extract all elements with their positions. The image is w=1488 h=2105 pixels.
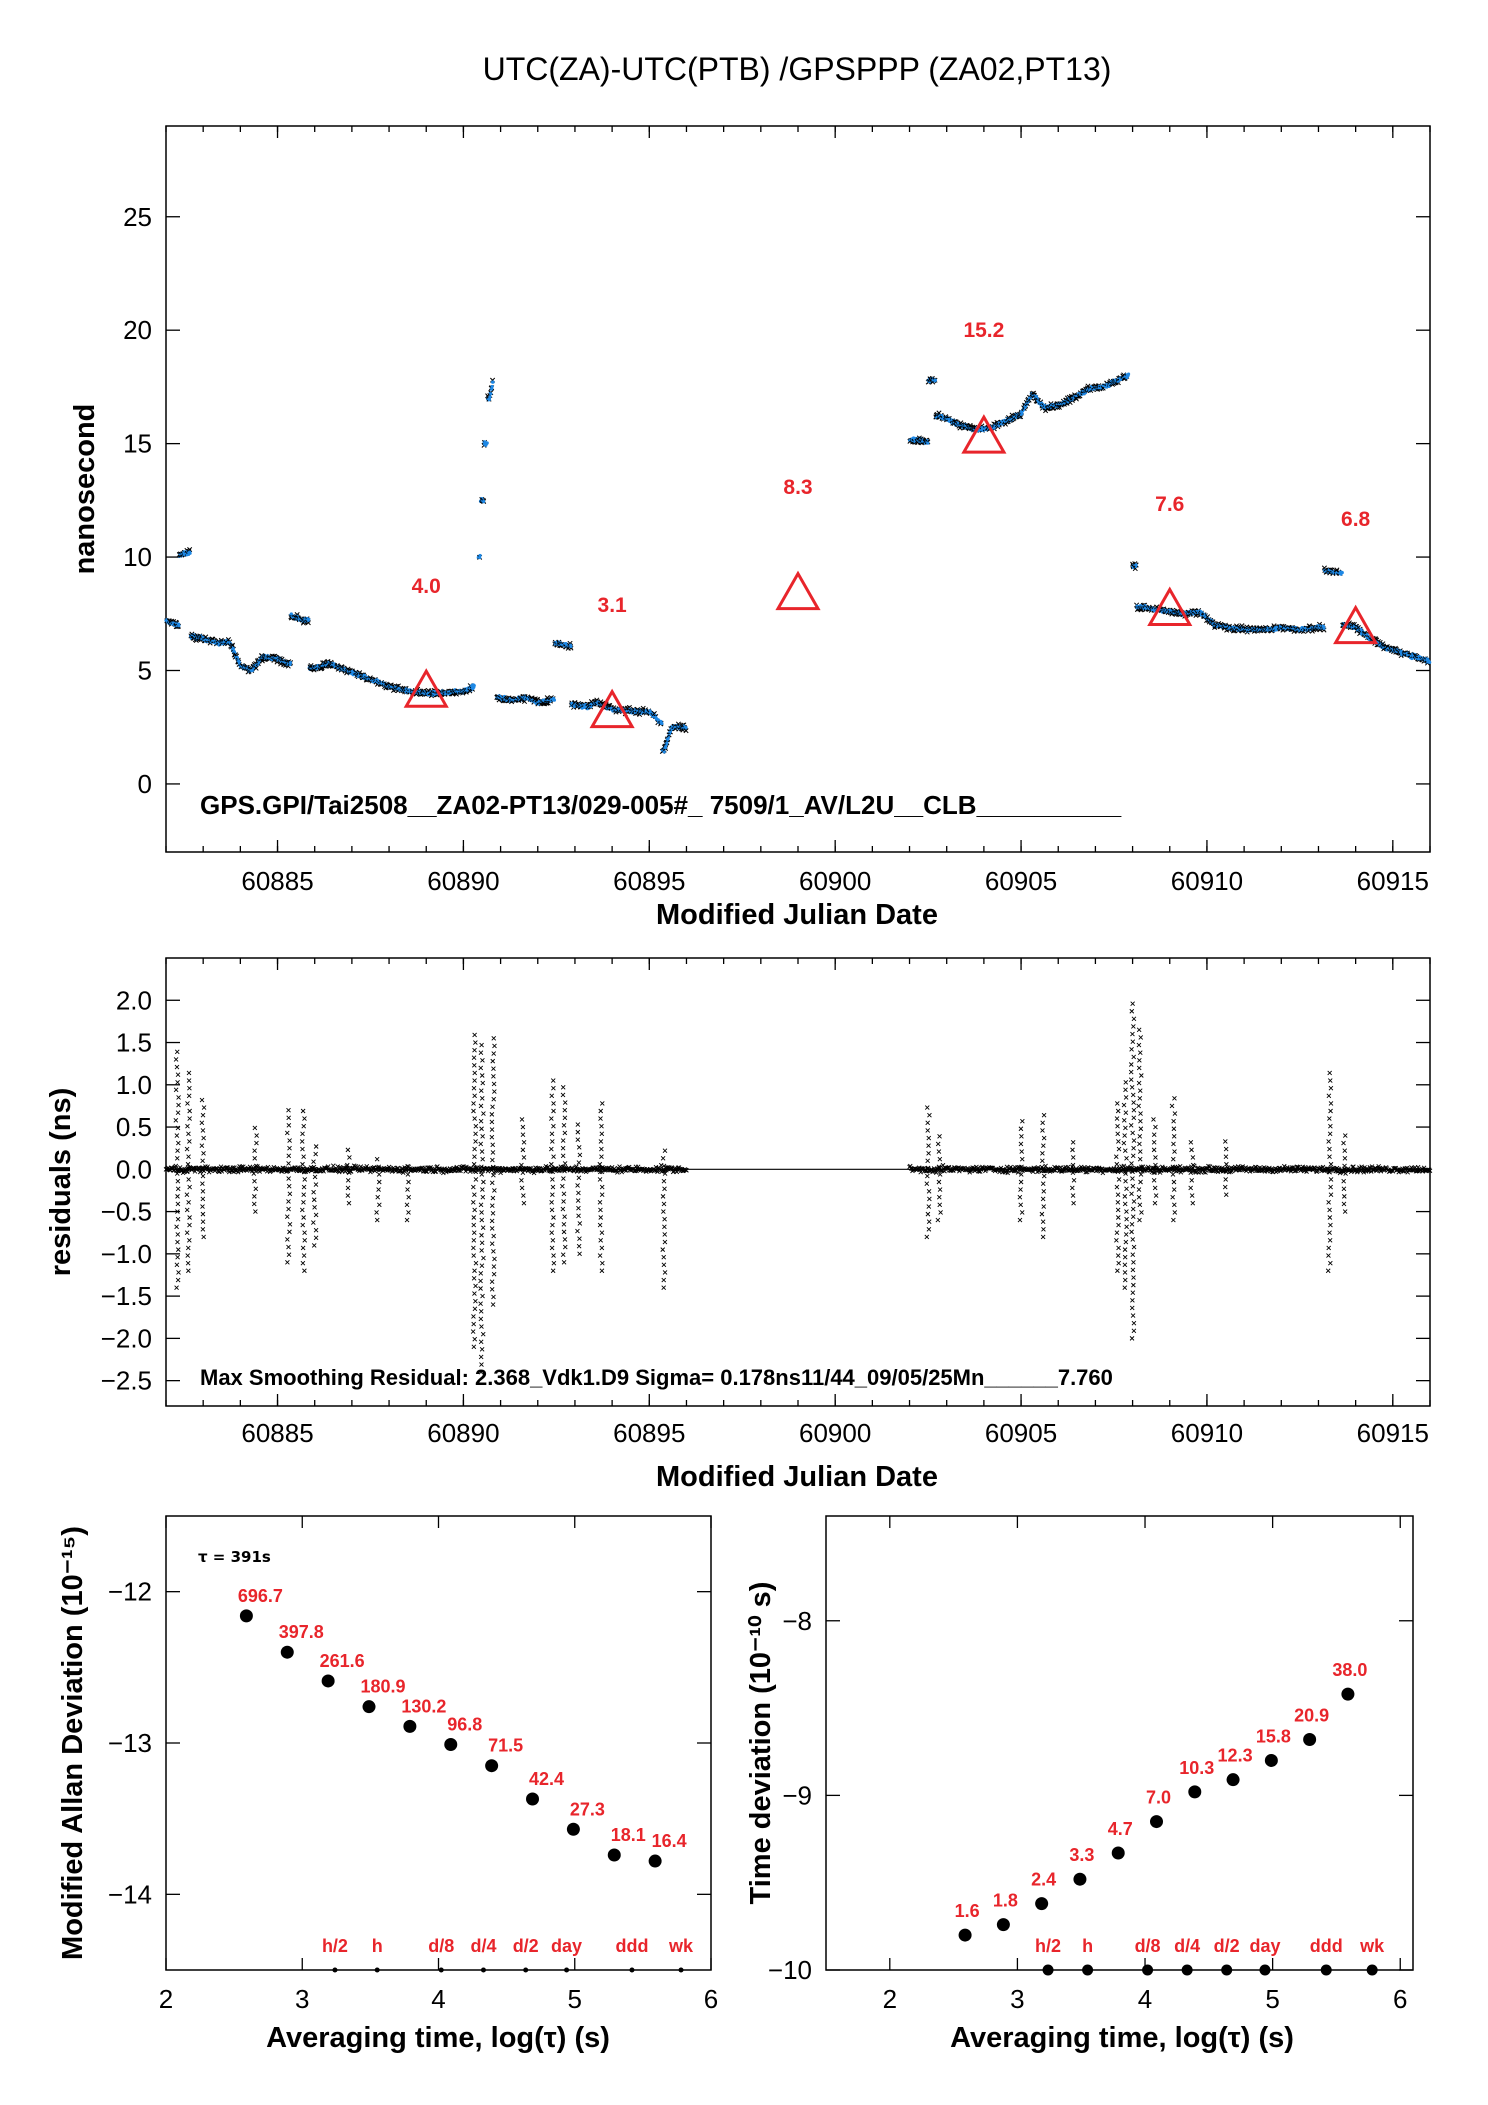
raw-point	[229, 642, 236, 648]
smoothed-point	[1322, 626, 1326, 631]
smoothed-point	[552, 698, 557, 702]
raw-point	[187, 547, 193, 553]
average-triangle	[775, 570, 821, 611]
smoothed-point	[933, 378, 938, 382]
x-axis-label: Modified Julian Date	[656, 899, 938, 931]
x-tick-label: 60900	[799, 866, 871, 896]
residuals-series	[163, 1001, 1433, 1375]
average-value-label: 8.3	[783, 476, 812, 499]
average-value-label: 4.0	[412, 575, 441, 598]
y-axis-ticks: 0 5 10 15 20 25	[123, 202, 1430, 799]
x-axis-ticks: 60885 60890 60895 60900 60905 60910 60915	[165, 126, 1431, 896]
y-tick-label: 20	[123, 315, 152, 345]
plot-frame	[165, 957, 1431, 1407]
smoothed-point	[1428, 660, 1432, 664]
y-tick-label: 1.5	[116, 1028, 152, 1058]
raw-point	[305, 620, 311, 626]
average-value-label: 6.8	[1341, 508, 1371, 531]
smoothed-point	[489, 392, 493, 396]
y-tick-label: −1.0	[101, 1239, 152, 1269]
smoothed-point	[491, 380, 495, 384]
x-tick-label: 60885	[241, 1418, 313, 1448]
smoothed-point	[1126, 372, 1131, 376]
x-tick-label: 60905	[985, 1418, 1057, 1448]
smoothed-point	[1020, 411, 1024, 416]
smoothed-point	[665, 741, 669, 745]
smoothed-point	[307, 617, 311, 621]
smoothed-point	[231, 647, 235, 651]
average-triangle	[1147, 586, 1193, 627]
x-tick-label: 60900	[799, 1418, 871, 1448]
smoothed-point	[684, 725, 688, 730]
average-value-label: 15.2	[963, 319, 1004, 342]
data-source-annotation: GPS.GPI/Tai2508__ZA02-PT13/029-005#_ 750…	[200, 790, 1122, 820]
smoothed-point	[490, 384, 494, 389]
y-tick-label: 0.0	[116, 1154, 152, 1184]
x-tick-label: 60915	[1357, 1418, 1429, 1448]
x-tick-label: 60895	[613, 866, 685, 896]
residual-point	[658, 1162, 664, 1168]
y-tick-label: −2.5	[101, 1366, 152, 1396]
y-tick-label: 1.0	[116, 1070, 152, 1100]
y-tick-label: 2.0	[116, 985, 152, 1015]
smoothed-point	[188, 551, 192, 555]
y-axis-ticks: 2.0 1.5 1.0 0.5 0.0 −0.5 −1.0 −1.5 −2.0 −2.5	[101, 985, 1430, 1396]
smoothed-point	[485, 441, 489, 445]
y-tick-label: 0.5	[116, 1112, 152, 1142]
smoothed-point	[478, 553, 482, 558]
smoothed-point	[663, 745, 668, 750]
y-tick-label: 0	[138, 769, 152, 799]
smoothed-point	[662, 750, 666, 754]
x-tick-label: 60915	[1357, 866, 1429, 896]
x-tick-label: 60890	[427, 1418, 499, 1448]
y-tick-label: 10	[123, 542, 152, 572]
y-tick-label: −2.0	[101, 1323, 152, 1353]
y-tick-label: −0.5	[101, 1197, 152, 1227]
y-axis-label: nanosecond	[69, 404, 101, 575]
smoothed-point	[926, 441, 930, 445]
smoothed-point	[482, 499, 486, 504]
average-value-label: 7.6	[1155, 493, 1184, 516]
x-tick-label: 60910	[1171, 1418, 1243, 1448]
raw-point	[253, 665, 259, 671]
y-tick-label: −1.5	[101, 1281, 152, 1311]
smoothed-point	[502, 694, 507, 699]
residuals-panel: 60885 60890 60895 60900 60905 60910 60915 2.0 1…	[45, 957, 1433, 1493]
residual-point	[330, 1163, 336, 1169]
smoothed-point	[487, 397, 492, 402]
x-tick-label: 60905	[985, 866, 1057, 896]
smoothed-point	[288, 661, 293, 665]
smoothed-point	[569, 644, 573, 649]
smoothed-point	[177, 623, 181, 628]
x-tick-label: 60890	[427, 866, 499, 896]
time-difference-series	[164, 372, 1432, 754]
triangle-markers: 4.0 3.1 8.3 15.2 7.6 6.8	[403, 319, 1379, 729]
time-difference-panel: 60885 60890 60895 60900 60905 60910 60915 0 5 10…	[69, 125, 1432, 931]
smoothed-point	[488, 395, 492, 399]
y-tick-label: 25	[123, 202, 152, 232]
smoothed-point	[1134, 563, 1138, 567]
average-value-label: 3.1	[598, 594, 628, 617]
y-tick-label: 5	[138, 656, 152, 686]
x-tick-label: 60885	[241, 866, 313, 896]
x-tick-label: 60895	[613, 1418, 685, 1448]
y-tick-label: 15	[123, 429, 152, 459]
smoothed-point	[1340, 571, 1344, 575]
chart-title: UTC(ZA)-UTC(PTB) /GPSPPP (ZA02,PT13)	[483, 51, 1112, 87]
x-tick-label: 60910	[1171, 866, 1243, 896]
raw-point	[683, 728, 689, 734]
smoothed-point	[472, 683, 476, 688]
smoothed-point	[660, 721, 664, 726]
